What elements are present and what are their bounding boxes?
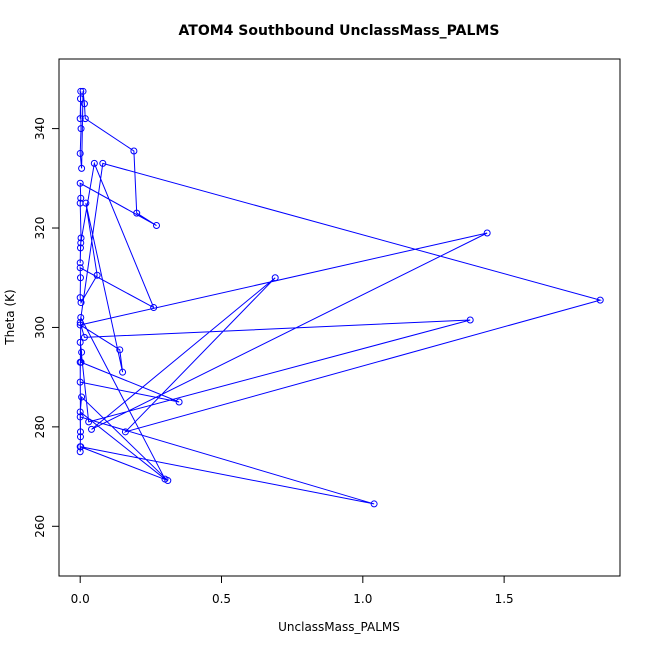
x-axis: 0.0 0.5 1.0 1.5 — [71, 575, 514, 606]
y-axis: 260 280 300 320 340 — [33, 117, 60, 538]
data-point — [76, 321, 84, 329]
data-point — [77, 234, 85, 242]
data-point — [80, 100, 88, 108]
data-point — [596, 296, 604, 304]
data-point — [77, 314, 85, 321]
data-point — [78, 348, 86, 356]
data-point — [80, 333, 88, 341]
data-point — [77, 194, 85, 202]
data-point — [77, 87, 85, 95]
data-point — [116, 346, 124, 354]
data-point — [175, 398, 183, 406]
data-point — [77, 239, 85, 247]
x-tick-label: 1.0 — [353, 592, 372, 606]
series-layer — [76, 87, 604, 508]
data-point — [81, 115, 89, 123]
data-point — [77, 443, 85, 451]
data-point — [76, 428, 84, 436]
data-point — [78, 393, 86, 401]
x-axis-label: UnclassMass_PALMS — [278, 620, 400, 634]
data-point — [99, 159, 107, 167]
y-axis-label: Theta (K) — [3, 289, 17, 345]
data-point — [76, 318, 84, 326]
data-point — [78, 164, 86, 172]
data-point — [93, 271, 101, 279]
data-point — [88, 425, 96, 433]
data-point — [76, 448, 84, 456]
data-point — [76, 264, 84, 272]
y-tick-label: 280 — [33, 415, 47, 438]
y-tick-label: 320 — [33, 217, 47, 240]
x-tick-label: 0.5 — [212, 592, 231, 606]
data-point — [77, 125, 85, 133]
data-point — [121, 428, 129, 436]
data-point — [76, 259, 84, 267]
data-point — [76, 433, 84, 441]
data-point — [130, 147, 138, 155]
data-point — [76, 358, 84, 366]
data-point — [271, 274, 279, 282]
data-point — [76, 408, 84, 416]
data-point — [164, 477, 172, 485]
data-point — [466, 316, 474, 324]
data-point — [85, 418, 93, 426]
data-point — [76, 115, 84, 123]
chart-title: ATOM4 Southbound UnclassMass_PALMS — [179, 23, 500, 39]
data-point — [76, 274, 84, 282]
data-point — [133, 209, 141, 217]
data-point — [76, 149, 84, 157]
y-tick-label: 260 — [33, 515, 47, 538]
data-point — [483, 229, 491, 237]
x-tick-label: 1.5 — [495, 592, 514, 606]
data-point — [76, 413, 84, 421]
y-tick-label: 340 — [33, 117, 47, 140]
data-point — [76, 338, 84, 346]
data-point — [82, 199, 90, 207]
data-point — [76, 244, 84, 252]
data-point — [76, 378, 84, 386]
data-point — [150, 304, 158, 312]
x-tick-label: 0.0 — [71, 592, 90, 606]
data-point — [76, 294, 84, 302]
data-point — [77, 299, 85, 307]
data-point — [370, 500, 378, 508]
data-point — [76, 179, 84, 187]
data-point — [153, 222, 161, 230]
series-line — [78, 91, 603, 505]
data-point — [79, 87, 87, 95]
data-point — [119, 368, 127, 376]
y-tick-label: 300 — [33, 316, 47, 339]
data-point — [90, 159, 98, 167]
data-point — [76, 95, 84, 103]
